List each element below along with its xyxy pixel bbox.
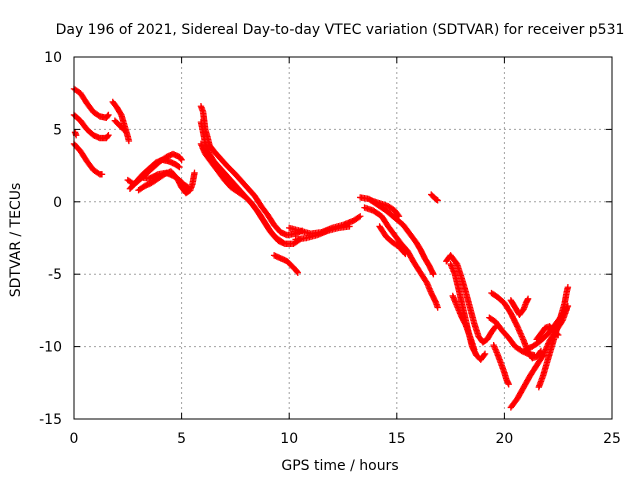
series-arc-r [357,194,437,278]
series-arc-aa [486,314,538,359]
data-point-marker [394,211,402,219]
data-point-marker [553,330,561,338]
data-point-marker [564,302,572,310]
data-point-marker [564,284,572,291]
series-arc-u [376,223,409,258]
chart-title: Day 196 of 2021, Sidereal Day-to-day VTE… [56,22,625,38]
x-tick-label: 10 [280,431,298,447]
series-arc-b [70,111,112,142]
data-point-marker [184,184,192,191]
series-arc-t [367,197,403,220]
series-arc-ab [490,341,512,388]
data-point-marker [122,127,129,135]
x-tick-label: 15 [388,431,406,447]
data-point-marker [434,197,441,204]
series-arc-ag [522,302,572,353]
data-point-marker [121,126,128,134]
data-point-marker [480,351,488,359]
data-point-marker [176,163,183,171]
data-point-marker [505,381,512,388]
data-point-marker [98,171,106,178]
y-tick-label: 5 [53,122,62,138]
data-point-marker [105,111,112,119]
data-point-marker [395,213,403,220]
y-tick-labels: -15 -10 -5 0 5 10 [39,50,62,428]
data-points [70,85,572,411]
series-arc-f [111,117,129,135]
data-point-marker [105,131,112,139]
data-point-marker [430,271,437,278]
series-arc-ac [507,295,532,318]
y-tick-label: -15 [39,412,62,428]
x-axis-label: GPS time / hours [281,458,398,474]
y-tick-label: -10 [39,340,62,356]
data-point-marker [434,304,441,311]
data-point-marker [531,352,538,359]
data-point-marker [178,156,185,164]
data-point-marker [175,163,182,170]
data-point-marker [191,169,198,177]
data-point-marker [278,238,285,245]
series-arc-q [292,223,353,243]
x-tick-label: 0 [70,431,79,447]
x-tick-label: 5 [177,431,186,447]
y-tick-label: 0 [53,195,62,211]
data-point-marker [401,249,408,257]
series-arc-c [70,140,106,178]
series-arc-y [449,292,478,353]
data-point-marker [293,268,301,275]
data-point-marker [183,183,191,190]
y-axis-label: SDTVAR / TECUs [8,183,24,298]
y-tick-label: 10 [44,50,62,66]
grid-lines [74,57,612,419]
data-point-marker [481,350,489,358]
data-point-marker [402,250,409,258]
series-arc-v [428,191,441,204]
plot-frame [73,56,613,420]
x-tick-label: 25 [603,431,621,447]
series-arc-w [443,252,499,346]
data-point-marker [433,196,440,203]
y-tick-label: -5 [48,267,62,283]
x-tick-label: 20 [495,431,513,447]
series-arc-d [71,129,80,139]
series-arc-o [270,252,302,276]
data-point-marker [177,155,185,163]
series-arc-n [199,145,233,184]
data-point-marker [471,346,478,353]
series-arc-j [137,169,192,191]
data-point-marker [125,137,133,145]
data-point-marker [104,112,111,120]
axis-ticks [73,56,613,420]
data-point-marker [355,213,363,221]
data-point-marker [555,331,562,339]
data-point-marker [524,295,532,303]
series-arc-x [447,260,489,363]
x-tick-labels: 0 5 10 15 20 25 [70,431,621,447]
data-point-marker [224,175,232,183]
data-point-marker [346,223,353,230]
data-point-marker [357,213,364,220]
data-point-marker [104,132,111,140]
data-point-marker [294,269,302,276]
data-point-marker [279,239,286,246]
data-point-marker [225,176,233,184]
